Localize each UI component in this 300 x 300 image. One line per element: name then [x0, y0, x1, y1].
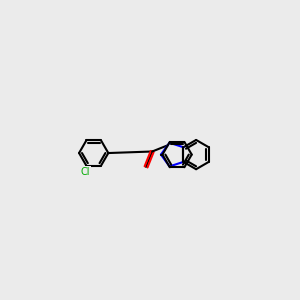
Text: Cl: Cl — [80, 167, 90, 177]
